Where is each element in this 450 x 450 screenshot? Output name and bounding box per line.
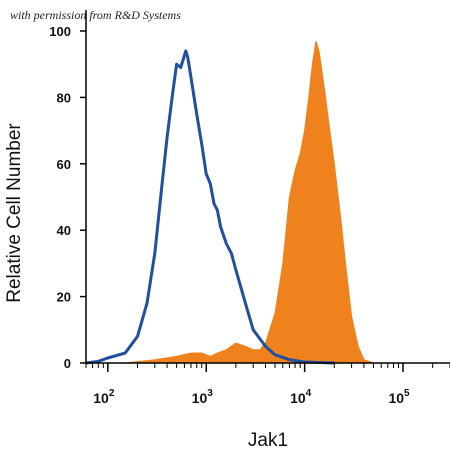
x-tick-label: 103 [192, 388, 214, 406]
watermark-text: with permission from R&D Systems [10, 8, 181, 22]
y-tick-label: 60 [57, 157, 71, 172]
filled-histogram-series [125, 40, 374, 364]
x-tick-exponent: 2 [109, 388, 115, 399]
x-tick-label: 104 [290, 388, 312, 406]
series-layer [85, 40, 374, 365]
y-axis-label: Relative Cell Number [4, 123, 25, 303]
x-tick-label: 105 [388, 388, 410, 406]
y-tick-label: 0 [64, 356, 71, 371]
x-tick-exponent: 3 [207, 388, 213, 399]
x-tick-exponent: 5 [404, 388, 410, 399]
x-axis-label: Jak1 [248, 430, 288, 450]
x-tick-exponent: 4 [306, 388, 312, 399]
x-tick-label: 102 [93, 388, 115, 406]
y-tick-label: 100 [49, 24, 71, 39]
plot-area: 0 20 40 60 80 100 102 103 104 105 [49, 10, 450, 406]
axes-layer [85, 10, 450, 364]
outline-histogram-series [85, 49, 335, 365]
y-tick-label: 80 [57, 90, 71, 105]
y-tick-label: 20 [57, 290, 71, 305]
y-tick-label: 40 [57, 223, 71, 238]
